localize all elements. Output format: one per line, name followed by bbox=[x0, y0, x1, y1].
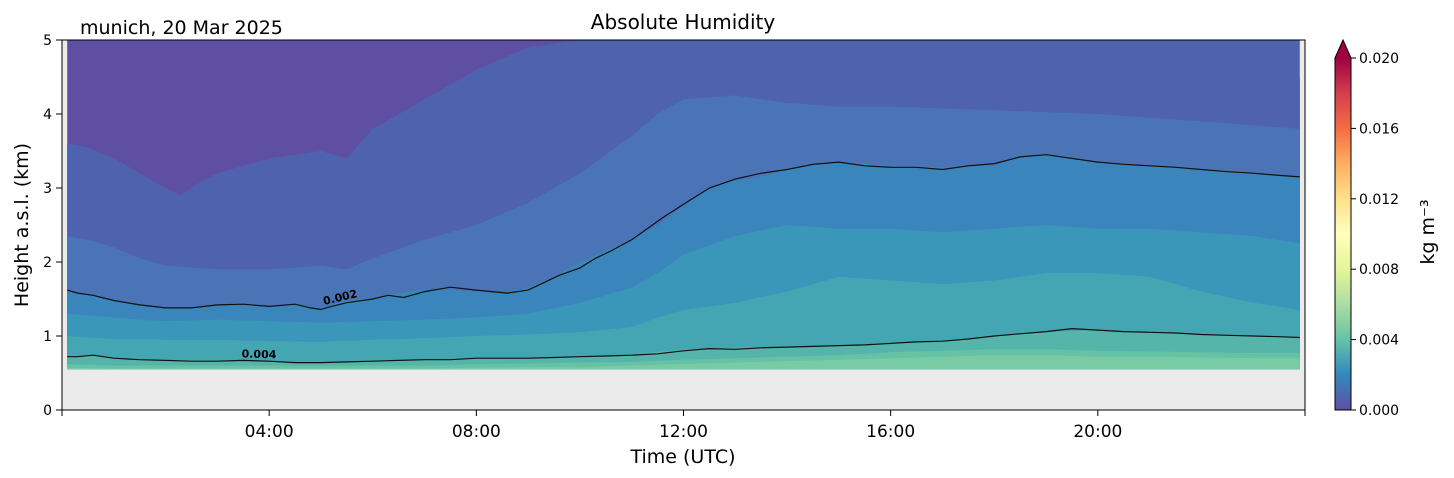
colorbar-tick-label: 0.008 bbox=[1359, 262, 1399, 278]
colorbar-outline bbox=[1334, 38, 1352, 411]
fill-level-8 bbox=[67, 355, 1300, 370]
colorbar-tick-label: 0.004 bbox=[1359, 333, 1399, 349]
x-axis-ticks: 04:00 08:00 12:00 16:00 20:00 bbox=[61, 410, 1306, 442]
y-tick-label: 2 bbox=[43, 255, 52, 271]
colorbar: 0.000 0.004 0.008 0.012 0.016 0.020 kg m⁻³ bbox=[1334, 38, 1439, 419]
colorbar-gradient bbox=[1335, 58, 1351, 410]
colorbar-label: kg m⁻³ bbox=[1417, 199, 1439, 264]
contour-label-1: 0.004 bbox=[241, 347, 276, 361]
plot-area bbox=[62, 40, 1305, 410]
y-tick-label: 4 bbox=[43, 107, 52, 123]
contour-line-1 bbox=[67, 327, 1300, 364]
y-tick-label: 5 bbox=[43, 33, 52, 49]
colorbar-tick-label: 0.012 bbox=[1359, 192, 1399, 208]
y-axis-label: Height a.s.l. (km) bbox=[11, 143, 33, 307]
contour-line-0 bbox=[67, 154, 1300, 311]
colorbar-tick-label: 0.000 bbox=[1359, 403, 1399, 419]
colorbar-tick-label: 0.016 bbox=[1359, 121, 1399, 137]
y-tick-label: 0 bbox=[43, 403, 52, 419]
colorbar-tick-label: 0.020 bbox=[1359, 51, 1399, 67]
y-axis-ticks: 0 1 2 3 4 5 bbox=[43, 33, 62, 419]
chart-title: Absolute Humidity bbox=[591, 10, 776, 34]
x-axis-label: Time (UTC) bbox=[629, 446, 735, 468]
colorbar-ticks: 0.000 0.004 0.008 0.012 0.016 0.020 bbox=[1351, 51, 1399, 419]
humidity-contour-lines bbox=[67, 154, 1300, 364]
x-tick-label: 12:00 bbox=[659, 422, 708, 442]
x-tick-label: 16:00 bbox=[866, 422, 915, 442]
colorbar-extend-arrow bbox=[1335, 40, 1351, 58]
x-tick-label: 04:00 bbox=[245, 422, 294, 442]
y-tick-label: 3 bbox=[43, 181, 52, 197]
x-tick-label: 20:00 bbox=[1073, 422, 1122, 442]
location-date-label: munich, 20 Mar 2025 bbox=[80, 17, 283, 39]
y-tick-label: 1 bbox=[43, 329, 52, 345]
x-tick-label: 08:00 bbox=[452, 422, 501, 442]
